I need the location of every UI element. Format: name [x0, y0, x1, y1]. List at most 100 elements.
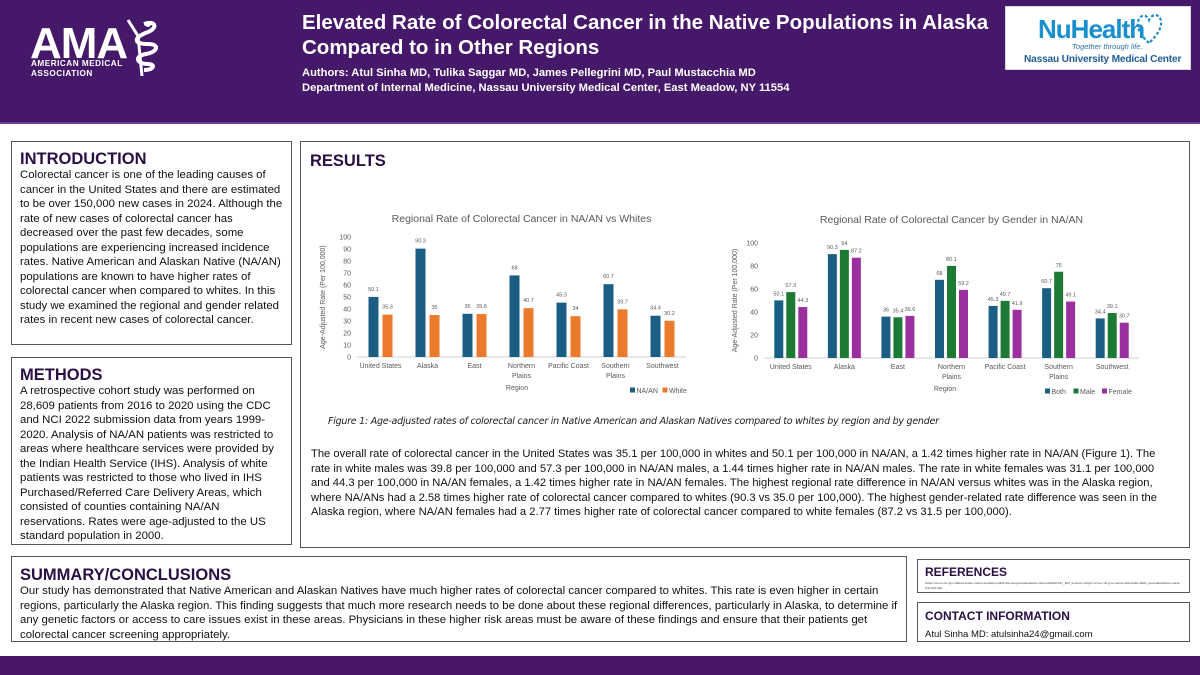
legend-label: White [669, 388, 687, 395]
data-label: 35.3 [382, 305, 393, 311]
y-tick-label: 10 [343, 343, 351, 350]
data-label: 75 [1056, 263, 1062, 269]
data-label: 50.1 [773, 291, 784, 297]
authors-line: Authors: Atul Sinha MD, Tulika Saggar MD… [302, 67, 756, 79]
chart-title: Regional Rate of Colorectal Cancer in NA… [392, 213, 652, 225]
y-tick-label: 80 [750, 264, 758, 271]
bar-female [959, 289, 968, 358]
bar-male [947, 265, 956, 358]
data-label: 60.7 [1041, 279, 1052, 285]
introduction-text: Colorectal cancer is one of the leading … [20, 169, 283, 326]
data-label: 57.3 [785, 283, 796, 289]
x-tick-label: Southern [601, 363, 630, 370]
y-tick-label: 0 [347, 355, 351, 362]
poster-title: Elevated Rate of Colorectal Cancer in th… [302, 11, 989, 59]
bar-male [893, 317, 903, 358]
nuhealth-logo: NuHealth Together through life. Nassau U… [1005, 6, 1191, 70]
bar-both [881, 316, 891, 358]
caduceus-snake-icon [126, 19, 158, 77]
bar-female [851, 257, 861, 358]
contact-heading: CONTACT INFORMATION [925, 609, 1070, 623]
data-label: 36 [464, 304, 470, 310]
data-label: 49.1 [1065, 293, 1076, 299]
x-tick-label: Plains [1049, 374, 1069, 381]
results-section: RESULTS Regional Rate of Colorectal Canc… [300, 141, 1190, 548]
x-tick-label: Plains [942, 374, 962, 381]
data-label: 87.2 [851, 249, 862, 255]
summary-text: Our study has demonstrated that Native A… [20, 585, 898, 641]
references-heading: REFERENCES [925, 565, 1008, 579]
y-tick-label: 20 [343, 331, 351, 338]
data-label: 35.4 [893, 308, 904, 314]
x-tick-label: Southwest [646, 363, 679, 370]
bar-female [1066, 301, 1076, 358]
references-text: https://www.cdc.gov/united-states-cancer… [925, 581, 1181, 590]
data-label: 40.7 [523, 298, 534, 304]
references-section: REFERENCES https://www.cdc.gov/united-st… [917, 559, 1190, 593]
legend-swatch [662, 387, 668, 393]
nuhealth-tagline: Together through life. [1072, 42, 1143, 51]
x-tick-label: Pacific Coast [985, 364, 1026, 371]
y-tick-label: 40 [750, 310, 758, 317]
contact-section: CONTACT INFORMATION Atul Sinha MD: atuls… [917, 602, 1190, 642]
data-label: 94 [841, 241, 847, 247]
y-tick-label: 40 [343, 307, 351, 314]
bar-female [798, 307, 808, 358]
y-tick-label: 70 [343, 271, 351, 278]
y-axis-label: Age-Adjusted Rate (Per 100,000) [320, 245, 327, 349]
y-tick-label: 90 [343, 247, 351, 254]
results-heading: RESULTS [310, 152, 386, 170]
data-label: 35.8 [476, 304, 487, 310]
bar-both [774, 300, 784, 358]
bar-naan [415, 248, 426, 357]
ama-logo-line2: ASSOCIATION [31, 69, 93, 78]
data-label: 44.3 [797, 298, 808, 304]
legend-swatch [1073, 388, 1079, 394]
x-tick-label: Southwest [1096, 364, 1129, 371]
data-label: 59.2 [958, 281, 969, 287]
bar-naan [368, 296, 379, 357]
data-label: 39.7 [617, 299, 628, 305]
bar-female [905, 315, 915, 358]
ama-logo: AMA AMERICAN MEDICAL ASSOCIATION [30, 18, 170, 88]
data-label: 68 [511, 265, 517, 271]
x-tick-label: United States [359, 363, 402, 370]
bar-both [988, 305, 998, 358]
bar-naan [603, 284, 614, 357]
y-tick-label: 100 [339, 235, 351, 242]
legend-swatch [1102, 388, 1107, 394]
figure-caption: Figure 1: Age-adjusted rates of colorect… [328, 416, 939, 427]
y-tick-label: 30 [343, 319, 351, 326]
summary-section: SUMMARY/CONCLUSIONS Our study has demons… [11, 556, 907, 642]
methods-heading: METHODS [20, 366, 103, 384]
chart-by-gender: Regional Rate of Colorectal Cancer by Ge… [732, 214, 1139, 396]
data-label: 34.4 [650, 306, 661, 312]
data-label: 30.7 [1119, 314, 1130, 320]
nuhealth-logo-nu: Nu [1038, 14, 1072, 44]
y-tick-label: 60 [750, 287, 758, 294]
nuhealth-center-name: Nassau University Medical Center [1024, 54, 1182, 65]
bar-naan [650, 315, 661, 357]
poster-header: AMA AMERICAN MEDICAL ASSOCIATION Elevate… [0, 0, 1200, 124]
summary-heading: SUMMARY/CONCLUSIONS [20, 566, 232, 584]
introduction-heading: INTRODUCTION [20, 150, 147, 168]
bar-white [570, 316, 581, 357]
x-tick-label: Alaska [417, 363, 438, 370]
affiliation-line: Department of Internal Medicine, Nassau … [302, 82, 790, 94]
y-tick-label: 80 [343, 259, 351, 266]
poster-footer [0, 656, 1200, 675]
ama-logo-word: AMA [30, 19, 128, 68]
legend-label: Male [1080, 389, 1095, 396]
legend-swatch [1045, 388, 1050, 394]
contact-text: Atul Sinha MD: atulsinha24@gmail.com [925, 629, 1093, 640]
bar-female [1119, 322, 1129, 358]
data-label: 90.3 [415, 239, 426, 245]
x-axis-label: Region [506, 385, 528, 392]
data-label: 80.1 [946, 257, 957, 263]
data-label: 34.4 [1095, 309, 1106, 315]
bar-white [617, 309, 628, 357]
x-tick-label: Northern [508, 363, 535, 370]
bar-naan [462, 313, 473, 357]
data-label: 39.1 [1107, 304, 1118, 310]
